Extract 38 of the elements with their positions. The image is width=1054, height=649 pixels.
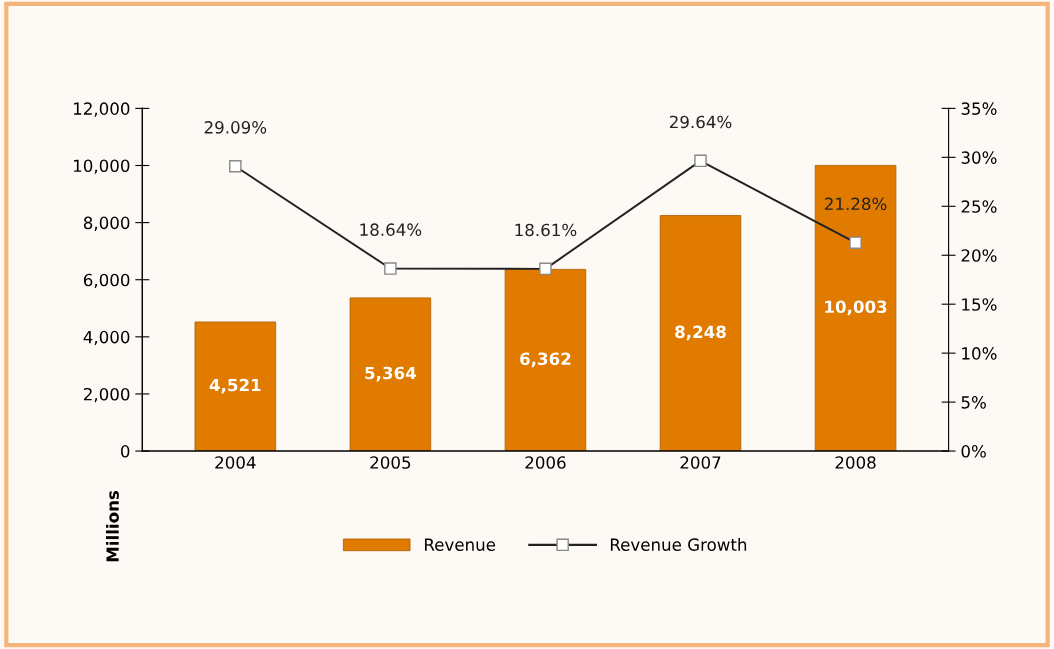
y-tick-label: 10,000 xyxy=(74,159,130,174)
y2-tick-label: 30% xyxy=(961,151,997,164)
legend-label: Revenue xyxy=(425,538,496,551)
x-tick-label: 2004 xyxy=(215,456,256,469)
data-label: 10,003 xyxy=(825,300,887,316)
data-label: 5,364 xyxy=(365,366,416,382)
y-tick-label: 0 xyxy=(120,445,130,458)
y-tick-label: 12,000 xyxy=(74,102,130,117)
x-tick-label: 2008 xyxy=(835,456,876,469)
y-axis-title: Millions xyxy=(106,490,119,562)
x-tick-label: 2007 xyxy=(680,456,721,469)
legend-label: Revenue Growth xyxy=(610,538,747,551)
data-label: 29.64% xyxy=(669,115,732,129)
y2-tick-label: 0% xyxy=(961,445,986,458)
y2-tick-label: 35% xyxy=(961,102,997,115)
bar xyxy=(659,215,742,452)
y2-tick-label: 20% xyxy=(961,249,997,262)
data-label: 6,362 xyxy=(520,352,571,368)
data-label: 8,248 xyxy=(675,325,726,341)
data-label: 18.64% xyxy=(360,223,422,236)
data-label: 4,521 xyxy=(209,378,261,394)
bar xyxy=(349,297,432,452)
y2-tick-label: 10% xyxy=(962,347,997,360)
y2-tick-label: 25% xyxy=(961,200,997,213)
data-label: 29.09% xyxy=(204,121,267,134)
data-label: 21.28% xyxy=(825,197,887,211)
x-tick-label: 2006 xyxy=(525,456,566,469)
bar xyxy=(814,164,897,452)
data-label: 18.61% xyxy=(515,223,577,237)
y-tick-label: 4,000 xyxy=(83,330,130,346)
bar xyxy=(194,321,277,452)
y-tick-label: 8,000 xyxy=(83,216,130,231)
bar xyxy=(504,268,587,452)
x-tick-label: 2005 xyxy=(370,456,411,469)
y-tick-label: 6,000 xyxy=(83,273,130,288)
y2-tick-label: 15% xyxy=(962,298,997,311)
y2-tick-label: 5% xyxy=(961,396,986,409)
y-tick-label: 2,000 xyxy=(83,387,130,403)
